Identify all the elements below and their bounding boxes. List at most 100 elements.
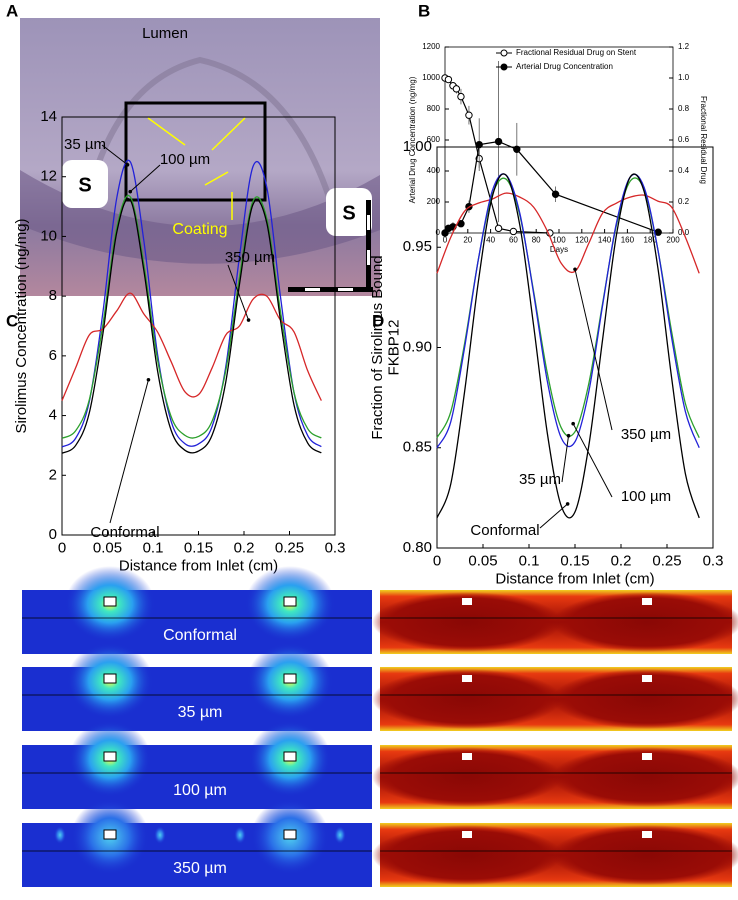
x-tick-label: 0.05 xyxy=(93,539,122,556)
tissue-texture xyxy=(87,56,333,201)
stent-strut xyxy=(462,831,472,838)
vessel-wall xyxy=(20,170,380,264)
y2-axis-label: Fractional Residual Drug xyxy=(699,96,708,184)
bound-region xyxy=(552,669,738,729)
bound-region xyxy=(552,825,738,885)
series-label: 35 µm xyxy=(64,136,106,153)
y-tick-label: 1000 xyxy=(422,73,440,82)
legend-label: Fractional Residual Drug on Stent xyxy=(516,48,637,57)
x-tick-label: 180 xyxy=(644,235,658,244)
legend-label: Arterial Drug Concentration xyxy=(516,62,613,71)
bound-region xyxy=(552,747,738,807)
stent-strut xyxy=(103,829,117,840)
y-tick-label: 600 xyxy=(427,135,441,144)
y-tick-label: 12 xyxy=(40,168,57,185)
y-axis-label: Arterial Drug Concentration (ng/mg) xyxy=(408,76,417,203)
y-tick-label: 0.90 xyxy=(403,338,432,355)
annotation-arrow xyxy=(129,164,161,193)
y2-tick-label: 0.2 xyxy=(678,197,690,206)
heatmap-row: 350 µm xyxy=(22,799,738,887)
x-axis-label: Distance from Inlet (cm) xyxy=(119,557,278,574)
arrow-head xyxy=(146,377,151,382)
x-tick-label: 0.1 xyxy=(143,539,164,556)
heatmap-label: 35 µm xyxy=(178,704,223,721)
arrows xyxy=(147,117,246,220)
coating-glow xyxy=(154,826,166,844)
y2-tick-label: 0.8 xyxy=(678,104,690,113)
strut-label: S xyxy=(342,202,355,224)
heatmap-row: 100 µm xyxy=(22,721,738,809)
x-tick-label: 0.25 xyxy=(275,539,304,556)
coating-glow xyxy=(54,826,66,844)
y-tick-label: 8 xyxy=(49,287,57,304)
y2-tick-label: 1.0 xyxy=(678,73,690,82)
x-tick-label: 0 xyxy=(433,552,441,569)
x-tick-label: 0.2 xyxy=(234,539,255,556)
x-tick-label: 0.25 xyxy=(652,552,681,569)
y-tick-label: 2 xyxy=(49,466,57,483)
x-tick-label: 0.3 xyxy=(325,539,346,556)
annotation-arrow xyxy=(572,423,613,498)
y-axis-label: Sirolimus Concentration (ng/mg) xyxy=(13,218,30,433)
arrow-head xyxy=(566,433,571,438)
series-label: 100 µm xyxy=(160,151,210,168)
annotation-arrow xyxy=(561,435,570,483)
zoom-box xyxy=(124,101,267,202)
stent-strut xyxy=(642,675,652,682)
stent-strut xyxy=(283,596,297,607)
y-tick-label: 0 xyxy=(49,526,57,543)
panel-letter: B xyxy=(418,1,430,20)
scale-bar xyxy=(288,200,373,292)
x-axis-label: Days xyxy=(550,245,568,254)
legend-marker xyxy=(500,49,508,57)
stent-strut xyxy=(642,598,652,605)
coating-glow xyxy=(234,826,246,844)
strut-label: S xyxy=(78,174,91,196)
y-tick-label: 400 xyxy=(427,166,441,175)
y-tick-label: 0.80 xyxy=(403,539,432,556)
x-tick-label: 0.15 xyxy=(184,539,213,556)
y-tick-label: 1200 xyxy=(422,42,440,51)
series-line xyxy=(436,177,700,439)
bound-region xyxy=(372,592,562,652)
heatmap-row: 35 µm xyxy=(22,643,738,731)
stent-strut xyxy=(283,829,297,840)
series-line xyxy=(444,77,550,234)
series-line xyxy=(61,198,322,454)
data-point xyxy=(475,140,483,149)
annotation-arrow xyxy=(109,379,149,524)
series-line xyxy=(436,173,700,519)
data-point xyxy=(551,190,560,198)
y-tick-label: 4 xyxy=(49,407,57,424)
data-point xyxy=(513,145,521,154)
x-tick-label: 120 xyxy=(575,235,589,244)
y-tick-label: 1.00 xyxy=(403,138,432,155)
data-point xyxy=(452,85,461,93)
series-label: 100 µm xyxy=(621,488,671,505)
y-tick-label: 10 xyxy=(40,227,57,244)
panel-letter: A xyxy=(6,1,18,20)
coating-label: Coating xyxy=(172,221,227,238)
lumen-label: Lumen xyxy=(142,25,188,42)
stent-strut xyxy=(462,753,472,760)
arrow-head xyxy=(565,502,570,506)
arrow-head xyxy=(573,267,577,272)
data-point xyxy=(444,75,453,84)
x-tick-label: 0.15 xyxy=(560,552,589,569)
y-tick-label: 0 xyxy=(436,228,441,237)
arrow-head xyxy=(128,189,133,194)
panel-letter: D xyxy=(372,311,384,330)
coating-glow xyxy=(334,826,346,844)
x-tick-label: 0.05 xyxy=(468,552,497,569)
x-tick-label: 0.1 xyxy=(519,552,540,569)
data-point xyxy=(494,137,503,146)
series-line xyxy=(61,194,322,439)
stent-strut xyxy=(462,675,472,682)
series-label: 35 µm xyxy=(519,471,561,488)
heatmap-row: Conformal xyxy=(22,566,738,654)
data-point xyxy=(654,228,662,236)
y-tick-label: 0.95 xyxy=(403,238,432,255)
series-label: 350 µm xyxy=(621,426,671,443)
y-tick-label: 0.85 xyxy=(403,439,432,456)
series-label: Conformal xyxy=(470,522,539,539)
